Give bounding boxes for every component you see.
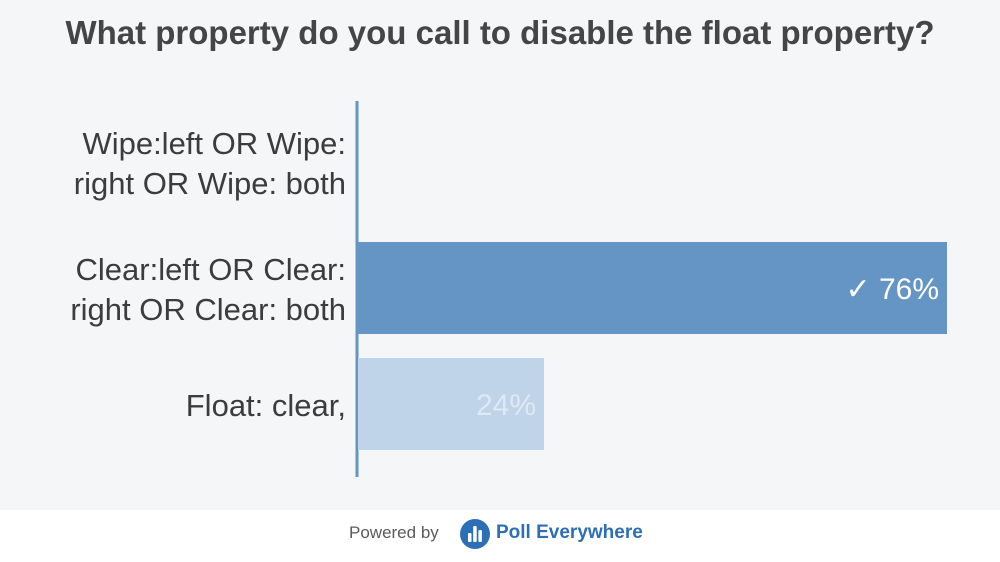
- category-label: Clear:left OR Clear:: [76, 252, 346, 287]
- brand-name: Poll Everywhere: [496, 522, 643, 543]
- category-label: Float: clear,: [186, 388, 346, 423]
- bar: [358, 242, 947, 334]
- powered-by-text: Powered by: [349, 523, 439, 542]
- category-label: right OR Clear: both: [70, 292, 346, 327]
- category-label: right OR Wipe: both: [74, 166, 346, 201]
- bar: [358, 358, 544, 450]
- bar-chart: Wipe:left OR Wipe: right OR Wipe: both Cle…: [70, 101, 947, 477]
- bar-value-label: 24%: [476, 389, 536, 422]
- chart-title: What property do you call to disable the…: [65, 14, 935, 51]
- footer: Powered by Poll Everywhere: [0, 510, 1000, 562]
- bar-value-label: ✓ 76%: [845, 273, 939, 306]
- category-label: Wipe:left OR Wipe:: [82, 126, 346, 161]
- poll-everywhere-logo-icon: [460, 519, 490, 549]
